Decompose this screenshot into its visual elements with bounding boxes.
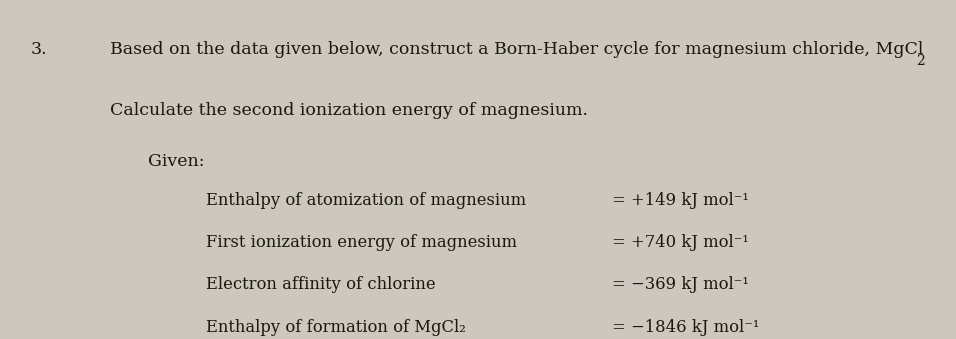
Text: Enthalpy of formation of MgCl₂: Enthalpy of formation of MgCl₂ xyxy=(206,319,466,336)
Text: Given:: Given: xyxy=(148,153,205,170)
Text: 3.: 3. xyxy=(31,41,47,58)
Text: 2: 2 xyxy=(916,54,924,68)
Text: Calculate the second ionization energy of magnesium.: Calculate the second ionization energy o… xyxy=(110,102,588,119)
Text: Enthalpy of atomization of magnesium: Enthalpy of atomization of magnesium xyxy=(206,192,526,208)
Text: Electron affinity of chlorine: Electron affinity of chlorine xyxy=(206,276,435,293)
Text: = +149 kJ mol⁻¹: = +149 kJ mol⁻¹ xyxy=(612,192,749,208)
Text: First ionization energy of magnesium: First ionization energy of magnesium xyxy=(206,234,516,251)
Text: = −1846 kJ mol⁻¹: = −1846 kJ mol⁻¹ xyxy=(612,319,759,336)
Text: = −369 kJ mol⁻¹: = −369 kJ mol⁻¹ xyxy=(612,276,749,293)
Text: = +740 kJ mol⁻¹: = +740 kJ mol⁻¹ xyxy=(612,234,749,251)
Text: Based on the data given below, construct a Born-Haber cycle for magnesium chlori: Based on the data given below, construct… xyxy=(110,41,923,58)
